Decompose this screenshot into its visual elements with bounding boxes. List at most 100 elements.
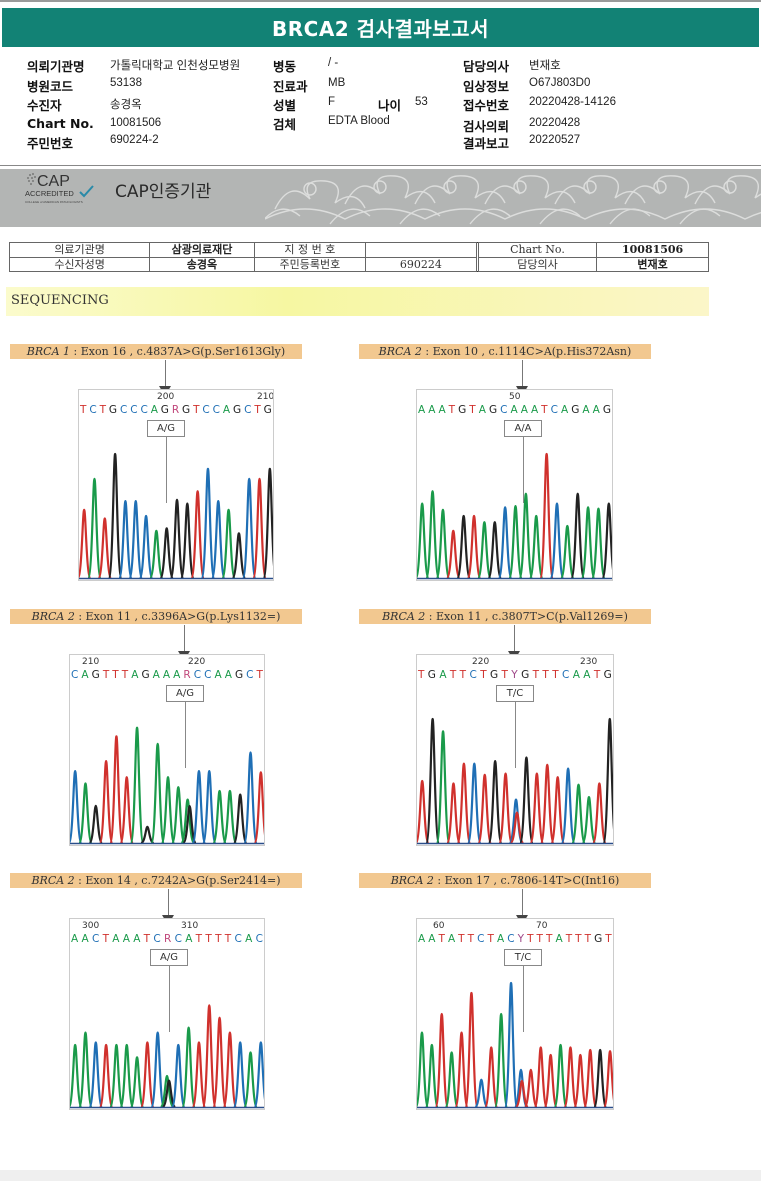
trace-peak bbox=[539, 452, 555, 580]
base-position-label: 230 bbox=[580, 657, 598, 667]
section-title: SEQUENCING bbox=[11, 293, 109, 308]
trace-peak bbox=[160, 776, 176, 845]
trace-peak bbox=[518, 756, 534, 845]
base-letter: C bbox=[119, 404, 128, 416]
trace-peak bbox=[182, 805, 198, 845]
svg-text:CAP: CAP bbox=[37, 173, 70, 190]
trace-peak bbox=[243, 751, 259, 845]
base-letter: T bbox=[487, 933, 494, 945]
report-title: BRCA2 검사결과보고서 bbox=[272, 17, 489, 41]
base-letter: G bbox=[91, 669, 100, 681]
trace-peak bbox=[169, 498, 185, 580]
trace-peak bbox=[88, 804, 104, 845]
base-letter: A bbox=[592, 404, 600, 416]
trace-peak bbox=[222, 1031, 238, 1109]
base-letter: C bbox=[550, 404, 558, 416]
table-cell: 주민등록번호 bbox=[253, 256, 367, 272]
base-letter: C bbox=[204, 669, 212, 681]
base-letter: Y bbox=[511, 669, 518, 681]
base-letter: C bbox=[562, 669, 570, 681]
reference-table: 의료기관명 삼광의료재단 지 정 번 호 Chart No. 10081506 … bbox=[8, 242, 709, 272]
trace-peak bbox=[128, 500, 144, 580]
base-letter: T bbox=[121, 669, 129, 681]
trace-peak bbox=[77, 782, 93, 845]
base-position-label: 210 bbox=[82, 657, 100, 667]
base-position-label: 200 bbox=[157, 392, 175, 402]
sequencing-section-header: SEQUENCING bbox=[6, 287, 709, 316]
variant-panel: BRCA 2 : Exon 11 , c.3807T>C(p.Val1269=)… bbox=[359, 609, 659, 869]
trace-peak bbox=[487, 760, 503, 845]
pointer-line bbox=[514, 625, 515, 653]
trace-peak bbox=[474, 1078, 489, 1109]
variant-panel: BRCA 2 : Exon 10 , c.1114C>A(p.His372Asn… bbox=[359, 344, 659, 604]
trace-peak bbox=[487, 521, 503, 580]
variant-detail: : Exon 11 , c.3396A>G(p.Lys1132=) bbox=[74, 610, 281, 623]
base-letter: T bbox=[449, 669, 457, 681]
base-letter: T bbox=[459, 669, 467, 681]
trace-peak bbox=[484, 1046, 499, 1109]
base-letter: C bbox=[212, 404, 221, 416]
trace-peak bbox=[503, 981, 519, 1109]
trace-peak bbox=[253, 771, 264, 845]
table-row: 수신자성명 송경옥 주민등록번호 690224 담당의사 변재호 bbox=[8, 256, 709, 272]
trace-peak bbox=[464, 991, 479, 1109]
trace-peak bbox=[70, 769, 83, 845]
dept-value: MB bbox=[328, 77, 346, 89]
base-letter: C bbox=[153, 933, 161, 945]
trace-peak bbox=[476, 521, 492, 580]
base-letter: A bbox=[222, 404, 231, 416]
base-letter: C bbox=[477, 933, 485, 945]
base-letter: T bbox=[458, 933, 465, 945]
base-letter: A bbox=[555, 933, 563, 945]
base-letter: T bbox=[501, 669, 508, 681]
request-value: 20220428 bbox=[529, 117, 581, 129]
base-letter: T bbox=[575, 933, 582, 945]
base-letter: Y bbox=[517, 933, 525, 945]
variant-detail: : Exon 11 , c.3807T>C(p.Val1269=) bbox=[425, 610, 628, 623]
base-letter: A bbox=[582, 404, 590, 416]
base-letter: C bbox=[140, 404, 148, 416]
trace-plot bbox=[70, 726, 264, 845]
genotype-label: A/A bbox=[504, 420, 542, 437]
trace-peak bbox=[170, 1043, 186, 1109]
base-letter: A bbox=[81, 933, 89, 945]
institution-label: 의뢰기관명 bbox=[27, 59, 85, 74]
trace-peak bbox=[425, 717, 441, 845]
chromatogram: 220 230 T G A T T C T G T Y G T T T C A A T G T/C bbox=[416, 654, 614, 846]
trace-peak bbox=[79, 508, 92, 580]
genotype-label: A/G bbox=[147, 420, 185, 437]
trace-peak bbox=[212, 789, 228, 845]
ward-value: / - bbox=[328, 57, 339, 69]
svg-text:COLLEGE of AMERICAN PATHOLOGIS: COLLEGE of AMERICAN PATHOLOGISTS bbox=[25, 200, 83, 204]
resident-label: 주민번호 bbox=[27, 136, 74, 151]
trace-plot bbox=[417, 981, 613, 1109]
base-letter: A bbox=[447, 933, 456, 945]
svg-text:ACCREDITED: ACCREDITED bbox=[25, 189, 74, 198]
base-letter: A bbox=[173, 669, 181, 681]
variant-detail: : Exon 17 , c.7806-14T>C(Int16) bbox=[433, 874, 620, 887]
variant-panel: BRCA 2 : Exon 11 , c.3396A>G(p.Lys1132=)… bbox=[10, 609, 310, 869]
trace-peak bbox=[533, 1046, 548, 1109]
base-letter: T bbox=[552, 669, 559, 681]
pointer-line bbox=[165, 360, 166, 388]
trace-peak bbox=[231, 532, 247, 580]
trace-peak bbox=[559, 524, 575, 580]
base-letter: C bbox=[244, 404, 252, 416]
base-letter: T bbox=[448, 404, 456, 416]
base-letter: C bbox=[202, 404, 210, 416]
trace-peak bbox=[529, 772, 545, 845]
trace-peak bbox=[602, 1050, 613, 1109]
pointer-line bbox=[522, 360, 523, 388]
trace-peak bbox=[212, 1016, 228, 1109]
base-letter: A bbox=[150, 404, 158, 416]
report-date-label: 결과보고 bbox=[463, 136, 510, 151]
age-value: 53 bbox=[415, 96, 428, 108]
base-letter: C bbox=[246, 669, 254, 681]
base-letter: T bbox=[224, 933, 232, 945]
base-letter: A bbox=[439, 669, 447, 681]
trace-peak bbox=[98, 760, 114, 845]
trace-peak bbox=[497, 506, 513, 580]
variant-panel: BRCA 1 : Exon 16 , c.4837A>G(p.Ser1613Gl… bbox=[10, 344, 310, 604]
trace-peak bbox=[150, 742, 166, 845]
